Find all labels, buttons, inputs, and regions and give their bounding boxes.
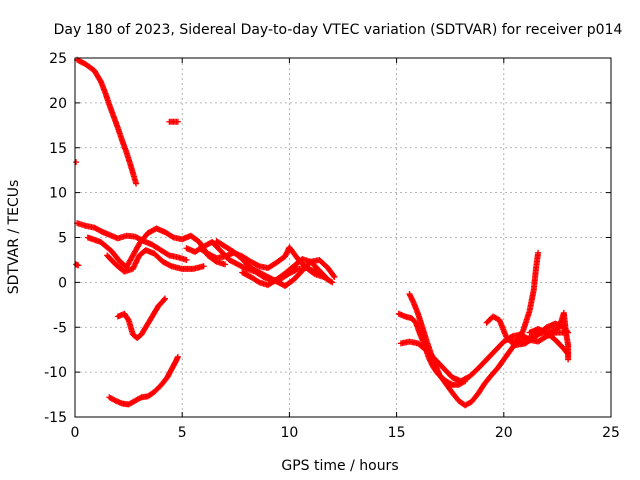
series-arc-1: [74, 56, 140, 187]
data-point: [222, 261, 229, 268]
data-point: [169, 233, 176, 240]
y-tick-label: -5: [53, 320, 67, 336]
series-arc-15: [406, 249, 542, 409]
data-point: [564, 350, 571, 357]
data-markers: [73, 56, 572, 409]
x-axis-label: GPS time / hours: [281, 458, 398, 474]
y-axis-label: SDTVAR / TECUs: [6, 180, 22, 295]
data-point: [174, 118, 181, 125]
data-point: [75, 262, 82, 269]
x-tick-label: 10: [280, 425, 298, 441]
series-arc-10: [213, 238, 338, 289]
y-tick-label: -15: [44, 410, 67, 426]
series-arc-13: [106, 353, 181, 408]
data-point: [73, 159, 80, 166]
data-point: [565, 356, 572, 363]
x-tick-label: 15: [388, 425, 406, 441]
x-tick-label: 5: [178, 425, 187, 441]
data-point: [535, 249, 542, 256]
series-arc-12: [114, 295, 169, 342]
data-point: [200, 263, 207, 270]
x-tick-label: 25: [602, 425, 620, 441]
grid-lines: [75, 58, 611, 417]
y-tick-label: 20: [49, 96, 67, 112]
data-point: [174, 353, 181, 360]
data-point: [162, 295, 169, 302]
series-arc-2: [73, 159, 80, 166]
data-point: [161, 296, 168, 303]
y-tick-label: -10: [44, 365, 67, 381]
series-arc-11: [239, 256, 331, 289]
y-tick-label: 15: [49, 141, 67, 157]
y-tick-label: 25: [49, 51, 67, 67]
data-point: [324, 275, 331, 282]
chart-title: Day 180 of 2023, Sidereal Day-to-day VTE…: [54, 22, 623, 38]
data-point: [331, 273, 338, 280]
series-arc-19: [526, 326, 572, 358]
x-tick-label: 0: [71, 425, 80, 441]
y-tick-label: 10: [49, 186, 67, 202]
y-tick-label: 5: [58, 231, 67, 247]
data-point: [133, 180, 140, 187]
x-tick-label: 20: [495, 425, 513, 441]
data-point: [329, 279, 336, 286]
series-arc-4: [73, 261, 82, 269]
series-arc-3: [166, 118, 181, 125]
data-point: [324, 276, 331, 283]
axis-ticks: 0 5 10 15 20 25 -15 -10 -5 0 5 10 15 20 25: [44, 51, 620, 441]
data-point: [183, 256, 190, 263]
data-point: [328, 278, 335, 285]
series-arc-7: [104, 247, 207, 275]
y-tick-label: 0: [58, 275, 67, 291]
data-point: [255, 278, 262, 285]
data-point: [165, 251, 172, 258]
data-point: [565, 351, 572, 358]
data-point: [330, 272, 337, 279]
